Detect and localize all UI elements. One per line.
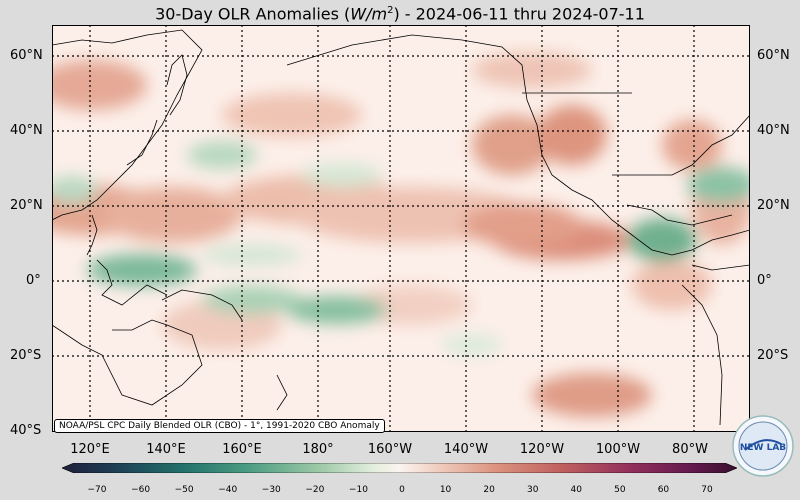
colorbar-tick-label: −20 — [305, 485, 325, 495]
lon-label-140e: 140°E — [146, 442, 186, 457]
colorbar-tick-label: −60 — [131, 485, 151, 495]
colorbar-tick-label: −50 — [174, 485, 194, 495]
map-title: 30-Day OLR Anomalies (W/m2) - 2024-06-11… — [155, 4, 645, 24]
olr-anomaly-map — [22, 25, 757, 432]
anomaly-field — [22, 52, 757, 417]
lat-label-20n: 20°N — [10, 198, 43, 213]
lat-label-eq-right: 0° — [757, 273, 772, 288]
lat-label-20s: 20°S — [10, 348, 42, 363]
colorbar-tick-label: −40 — [218, 485, 238, 495]
lon-label-160w: 160°W — [367, 442, 413, 457]
lat-label-60n-right: 60°N — [757, 48, 790, 63]
colorbar — [62, 463, 737, 473]
lon-label-80w: 80°W — [672, 442, 708, 457]
graticule — [52, 25, 750, 432]
lat-label-40n-right: 40°N — [757, 123, 790, 138]
colorbar-tick-label: 30 — [526, 485, 539, 495]
colorbar-tick-label: −30 — [261, 485, 281, 495]
colorbar-tick-label: 40 — [570, 485, 582, 495]
colorbar-tick-label: 50 — [614, 485, 626, 495]
lon-label-180: 180° — [302, 442, 334, 457]
colorbar-tick-label: −70 — [87, 485, 107, 495]
lon-label-120e: 120°E — [70, 442, 110, 457]
colorbar-tick-label: 20 — [483, 485, 495, 495]
lat-label-40n: 40°N — [10, 123, 43, 138]
lat-label-40s: 40°S — [10, 423, 42, 438]
colorbar-tick-label: −10 — [348, 485, 368, 495]
lat-label-20s-right: 20°S — [757, 348, 789, 363]
lon-label-160e: 160°E — [222, 442, 262, 457]
lon-label-120w: 120°W — [519, 442, 565, 457]
colorbar-tick-label: 10 — [439, 485, 452, 495]
colorbar-tick-label: 70 — [701, 485, 713, 495]
logo-text: NEW LAB — [740, 443, 786, 453]
lat-label-20n-right: 20°N — [757, 198, 790, 213]
lat-label-eq: 0° — [26, 273, 41, 288]
lon-label-140w: 140°W — [443, 442, 489, 457]
lon-label-100w: 100°W — [595, 442, 641, 457]
map-canvas — [22, 25, 757, 432]
colorbar-tick-label: 0 — [399, 485, 405, 495]
coastlines — [51, 29, 751, 426]
colorbar-tick-label: 60 — [657, 485, 670, 495]
lab-logo: NEW LAB — [732, 415, 794, 477]
data-credit: NOAA/PSL CPC Daily Blended OLR (CBO) - 1… — [54, 419, 385, 433]
lat-label-60n: 60°N — [10, 48, 43, 63]
